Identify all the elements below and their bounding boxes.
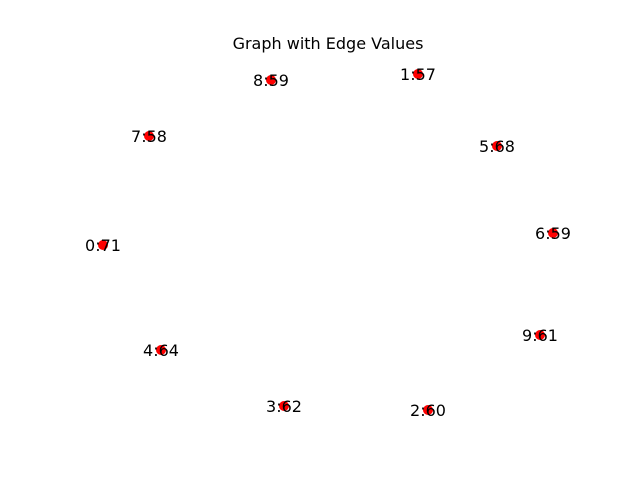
node-label: 4:64 (143, 341, 179, 360)
node-label: 7:58 (131, 127, 167, 146)
node-marker (156, 345, 166, 355)
node-marker (535, 330, 545, 340)
node-label: 5:68 (479, 137, 515, 156)
graph-node-2: 2:60 (410, 401, 446, 420)
graph-title: Graph with Edge Values (233, 34, 424, 53)
node-marker (413, 69, 423, 79)
graph-node-0: 0:71 (85, 236, 121, 255)
node-marker (98, 240, 108, 250)
graph-node-1: 1:57 (400, 65, 436, 84)
graph-node-8: 8:59 (253, 71, 289, 90)
node-label: 1:57 (400, 65, 436, 84)
node-marker (548, 228, 558, 238)
graph-node-4: 4:64 (143, 341, 179, 360)
graph-node-3: 3:62 (266, 397, 302, 416)
node-label: 2:60 (410, 401, 446, 420)
graph-node-7: 7:58 (131, 127, 167, 146)
node-label: 6:59 (535, 224, 571, 243)
node-label: 0:71 (85, 236, 121, 255)
node-marker (144, 131, 154, 141)
node-marker (492, 141, 502, 151)
graph-node-9: 9:61 (522, 326, 558, 345)
node-marker (266, 75, 276, 85)
node-marker (279, 401, 289, 411)
graph-node-5: 5:68 (479, 137, 515, 156)
graph-node-6: 6:59 (535, 224, 571, 243)
node-label: 3:62 (266, 397, 302, 416)
nodes-layer: 0:71 1:57 2:60 3:62 4:64 5:68 6:59 7:58 8:59 9:61 (85, 65, 571, 420)
node-marker (423, 405, 433, 415)
node-label: 8:59 (253, 71, 289, 90)
node-label: 9:61 (522, 326, 558, 345)
